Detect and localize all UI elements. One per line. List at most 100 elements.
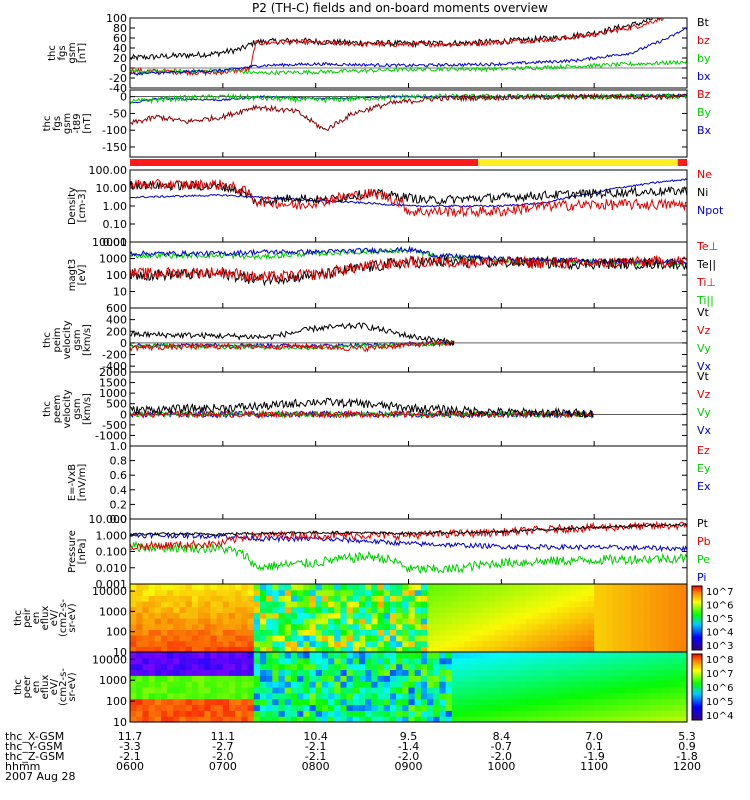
spectrogram-cell: [433, 652, 441, 659]
spectrogram-cell: [216, 687, 224, 694]
spectrogram-cell: [198, 669, 205, 676]
spectrogram-cell: [241, 612, 249, 619]
spectrogram-cell: [594, 623, 601, 630]
spectrogram-cell: [464, 652, 471, 659]
ephemeris-value: 8.4: [493, 730, 511, 743]
spectrogram-cell: [346, 612, 354, 619]
spectrogram-cell: [179, 698, 187, 706]
spectrogram-cell: [290, 589, 298, 596]
spectrogram-cell: [482, 640, 490, 647]
spectrogram-cell: [532, 652, 540, 659]
spectrogram-cell: [625, 584, 632, 591]
spectrogram-cell: [445, 589, 453, 596]
spectrogram-cell: [563, 687, 571, 694]
spectrogram-cell: [247, 663, 255, 671]
spectrogram-cell: [191, 710, 199, 717]
spectrogram-cell: [235, 652, 242, 659]
y-axis-label: Pressure[nPa]: [67, 530, 88, 573]
spectrogram-cell: [185, 612, 193, 619]
spectrogram-cell: [371, 663, 379, 671]
spectrogram-cell: [427, 692, 434, 700]
spectrogram-cell: [160, 657, 168, 665]
spectrogram-cell: [266, 669, 273, 676]
spectrogram-cell: [519, 704, 527, 711]
spectrogram-cell: [241, 710, 249, 717]
spectrogram-cell: [408, 657, 416, 665]
spectrogram-cell: [662, 601, 670, 608]
spectrogram-cell: [334, 629, 342, 636]
spectrogram-cell: [458, 681, 465, 688]
spectrogram-cell: [544, 584, 552, 591]
spectrogram-cell: [507, 618, 515, 625]
spectrogram-cell: [173, 704, 181, 711]
spectrogram-cell: [389, 687, 397, 694]
spectrogram-cell: [334, 687, 342, 694]
spectrogram-cell: [575, 612, 583, 619]
spectrogram-cell: [612, 652, 620, 659]
spectrogram-cell: [396, 675, 403, 682]
spectrogram-cell: [557, 669, 564, 676]
spectrogram-cell: [606, 675, 614, 682]
spectrogram-cell: [594, 710, 601, 717]
spectrogram-cell: [241, 646, 249, 653]
spectrogram-cell: [581, 675, 589, 682]
spectrogram-cell: [365, 618, 372, 625]
spectrogram-cell: [408, 716, 416, 723]
spectrogram-cell: [216, 716, 224, 723]
spectrogram-cell: [550, 606, 558, 613]
spectrogram-cell: [358, 646, 366, 653]
spectrogram-cell: [278, 589, 286, 596]
spectrogram-cell: [278, 710, 286, 717]
spectrogram-cell: [482, 692, 490, 700]
colorbar-label: 10^5: [706, 614, 733, 625]
spectrogram-cell: [637, 669, 645, 676]
spectrogram-cell: [470, 629, 478, 636]
spectrogram-cell: [309, 601, 317, 608]
spectrogram-cell: [488, 618, 496, 625]
spectrogram-cell: [643, 640, 651, 647]
spectrogram-cell: [160, 589, 168, 596]
y-axis-label: Density[cm-3]: [67, 187, 88, 225]
spectrogram-cell: [198, 589, 205, 596]
spectrogram-cell: [315, 584, 323, 591]
spectrogram-cell: [631, 606, 639, 613]
spectrogram-cell: [594, 584, 601, 591]
spectrogram-cell: [513, 640, 521, 647]
legend-Vz: Vz: [697, 324, 711, 337]
spectrogram-cell: [266, 675, 273, 682]
spectrogram-cell: [396, 623, 403, 630]
spectrogram-cell: [439, 716, 447, 723]
spectrogram-cell: [674, 606, 682, 613]
spectrogram-cell: [433, 589, 441, 596]
spectrogram-cell: [575, 692, 583, 700]
spectrogram-cell: [445, 640, 453, 647]
spectrogram-cell: [247, 635, 255, 642]
spectrogram-cell: [235, 675, 242, 682]
y-tick-label: -200: [102, 349, 127, 362]
spectrogram-cell: [241, 698, 249, 706]
spectrogram-cell: [278, 601, 286, 608]
y-tick-label: 1000: [99, 387, 127, 400]
spectrogram-cell: [340, 704, 348, 711]
spectrogram-cell: [649, 618, 657, 625]
spectrogram-cell: [544, 589, 552, 596]
spectrogram-cell: [340, 612, 348, 619]
spectrogram-cell: [482, 675, 490, 682]
spectrogram-cell: [241, 623, 249, 630]
spectrogram-cell: [235, 606, 242, 613]
spectrogram-cell: [451, 606, 459, 613]
spectrogram-cell: [643, 612, 651, 619]
spectrogram-cell: [662, 716, 670, 723]
spectrogram-cell: [389, 704, 397, 711]
spectrogram-cell: [674, 663, 682, 671]
spectrogram-cell: [278, 681, 286, 688]
spectrogram-cell: [340, 646, 348, 653]
spectrogram-peer: 10000100010010thcpeerenefluxeV/(cm2-s-sr…: [13, 651, 733, 729]
ephemeris-value: 11.1: [211, 730, 236, 743]
series-Te⊥: [130, 254, 687, 283]
spectrogram-cell: [538, 595, 546, 602]
spectrogram-cell: [328, 623, 335, 630]
spectrogram-cell: [377, 623, 385, 630]
spectrogram-cell: [507, 716, 515, 723]
spectrogram-cell: [656, 640, 663, 647]
